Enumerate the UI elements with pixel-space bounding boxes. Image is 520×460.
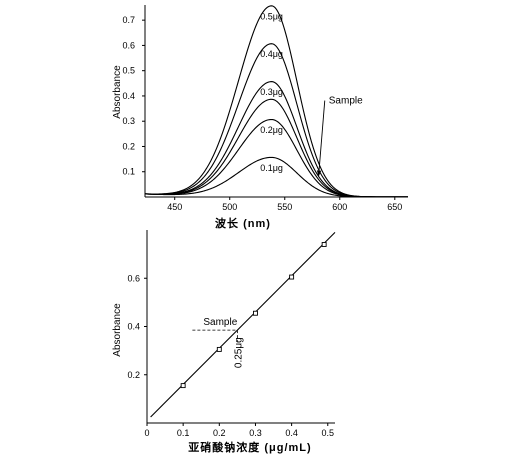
spectrum-label-0-1-g: 0.1μg xyxy=(260,163,283,173)
spectra-y-ticks: 0.1 0.2 0.3 0.4 0.5 0.6 0.7 xyxy=(122,15,145,177)
calibration-x-tick-label: 0.3 xyxy=(249,428,262,438)
calibration-x-axis-label: 亚硝酸钠浓度 (μg/mL) xyxy=(188,440,311,454)
calibration-y-ticks: 0.2 0.4 0.6 xyxy=(127,273,147,380)
calibration-x-tick-label: 0.5 xyxy=(322,428,335,438)
absorption-spectra-chart: 450 500 550 600 650 0.1 0.2 0.3 0.4 0.5 0.6 0.7 0.… xyxy=(112,5,408,230)
calibration-sample: Sample 0.25μg xyxy=(192,317,244,368)
sample-annotation-label: Sample xyxy=(329,96,363,107)
calibration-y-axis-label: Absorbance xyxy=(112,303,123,357)
calibration-point xyxy=(216,346,222,352)
spectra-y-tick-label: 0.5 xyxy=(122,66,135,76)
calibration-fit-line xyxy=(150,232,336,418)
spectra-x-tick-label: 550 xyxy=(277,202,292,212)
spectra-x-axis-label: 波长 (nm) xyxy=(215,216,271,230)
calibration-point xyxy=(321,242,327,247)
calibration-y-tick-label: 0.2 xyxy=(127,370,140,380)
sample-label: Sample xyxy=(203,317,237,328)
calibration-x-ticks: 0 0.1 0.2 0.3 0.4 0.5 xyxy=(144,423,334,438)
spectrum-label-0-3-g: 0.3μg xyxy=(260,87,283,97)
calibration-point xyxy=(180,383,186,389)
spectrum-curve-0-4-g xyxy=(144,43,408,198)
calibration-fit xyxy=(150,232,336,418)
calibration-chart: 0 0.1 0.2 0.3 0.4 0.5 0.20.40.6 Sample0.25μg … xyxy=(112,230,336,454)
spectrum-curve-0-5-g xyxy=(144,5,408,198)
spectra-curves xyxy=(144,5,408,198)
spectra-y-tick-label: 0.1 xyxy=(122,167,135,177)
spectra-x-tick-label: 500 xyxy=(222,202,237,212)
spectrum-curve-0-3-g xyxy=(144,81,408,198)
calibration-x-tick-label: 0.1 xyxy=(177,428,190,438)
spectra-y-axis-label: Absorbance xyxy=(112,65,123,119)
spectra-y-tick-label: 0.3 xyxy=(122,116,135,126)
calibration-point xyxy=(289,274,295,280)
calibration-point xyxy=(253,310,258,316)
calibration-y-tick-label: 0.6 xyxy=(127,273,140,283)
spectra-x-ticks: 450 500 550 600 650 xyxy=(167,197,402,212)
spectra-curve-labels: 0.1μg 0.2μg 0.3μg 0.4μg 0.5μg xyxy=(260,11,283,173)
spectra-x-tick-label: 650 xyxy=(387,202,402,212)
spectra-y-tick-label: 0.2 xyxy=(122,141,135,151)
spectra-x-tick-label: 450 xyxy=(167,202,182,212)
sample-arrow-head xyxy=(316,170,322,177)
calibration-y-tick-label: 0.4 xyxy=(127,322,140,332)
spectrum-label-0-2-g: 0.2μg xyxy=(260,125,283,135)
spectra-x-tick-label: 600 xyxy=(332,202,347,212)
spectra-y-tick-label: 0.7 xyxy=(122,15,135,25)
sample-arrow-line xyxy=(318,100,326,177)
calibration-x-tick-label: 0.2 xyxy=(213,428,226,438)
calibration-x-tick-label: 0.4 xyxy=(285,428,298,438)
calibration-points xyxy=(180,242,327,389)
sample-value-label: 0.25μg xyxy=(233,337,244,368)
spectra-annotation: Sample xyxy=(316,96,363,177)
spectra-y-tick-label: 0.4 xyxy=(122,91,135,101)
spectrum-label-0-4-g: 0.4μg xyxy=(260,49,283,59)
spectra-y-tick-label: 0.6 xyxy=(122,40,135,50)
spectrum-curve-sample xyxy=(144,98,408,198)
spectrum-label-0-5-g: 0.5μg xyxy=(260,11,283,21)
calibration-x-tick-label: 0 xyxy=(144,428,149,438)
